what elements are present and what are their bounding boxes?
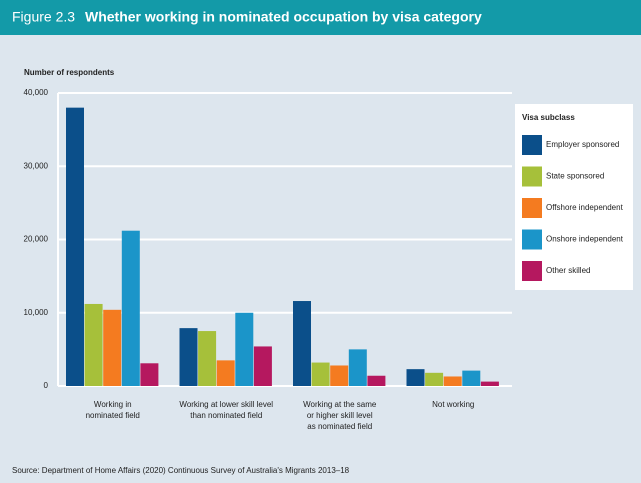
x-tick-label: Working at lower skill level than nominat…: [179, 400, 273, 420]
legend-swatch: [522, 198, 542, 218]
legend-swatch: [522, 135, 542, 155]
bar: [443, 376, 462, 386]
bar: [235, 312, 254, 386]
legend-swatch: [522, 166, 542, 187]
x-tick-label: Not working: [432, 400, 474, 409]
bar: [216, 360, 235, 386]
legend-swatch: [522, 261, 542, 281]
bar: [66, 107, 84, 387]
y-tick-label: 20,000: [24, 235, 49, 244]
bar: [311, 362, 330, 386]
bar: [330, 365, 349, 386]
source: Source: Department of Home Affairs (2020…: [12, 466, 350, 475]
y-tick-label: 30,000: [24, 161, 49, 170]
y-tick-label: 0: [44, 381, 49, 390]
bar: [253, 346, 272, 386]
bar: [179, 328, 198, 386]
bar: [425, 372, 444, 386]
legend-label: Employer sponsored: [546, 140, 619, 149]
bar: [348, 349, 367, 386]
bar: [293, 301, 311, 386]
bar: [140, 363, 159, 386]
bar: [367, 375, 386, 386]
legend-title: Visa subclass: [522, 113, 575, 122]
legend-label: State sponsored: [546, 172, 604, 181]
bar: [198, 331, 217, 386]
bar: [121, 230, 140, 386]
legend-label: Other skilled: [546, 266, 590, 275]
header-bar: [0, 0, 641, 35]
bar: [406, 369, 425, 386]
legend-swatch: [522, 229, 542, 250]
y-tick-label: 40,000: [24, 88, 49, 97]
x-tick-label: Working in nominated field: [86, 400, 140, 420]
figure-label: Figure 2.3: [12, 9, 75, 25]
legend-label: Onshore independent: [546, 235, 624, 244]
bar: [103, 309, 122, 386]
x-tick-label: Working at the same or higher skill level…: [303, 400, 377, 431]
legend-label: Offshore independent: [546, 203, 624, 212]
chart-title: Whether working in nominated occupation …: [85, 9, 482, 25]
y-axis-label: Number of respondents: [24, 68, 115, 77]
bar: [462, 370, 481, 386]
bar: [480, 381, 499, 386]
y-tick-label: 10,000: [24, 308, 49, 317]
bar: [84, 303, 103, 386]
